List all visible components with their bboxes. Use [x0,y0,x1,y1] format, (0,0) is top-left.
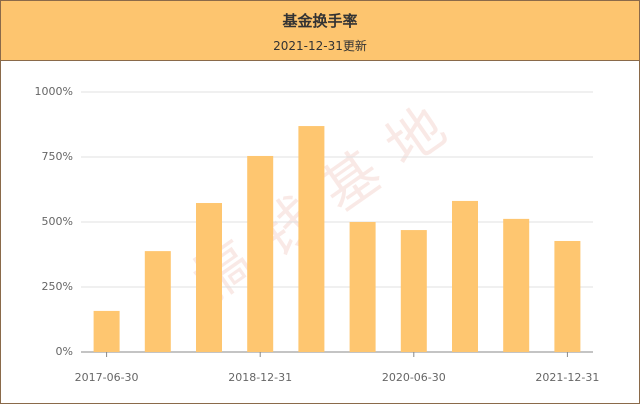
y-tick-label: 500% [42,215,73,228]
bar [349,222,376,352]
x-tick-label: 2017-06-30 [75,371,139,384]
bar [400,230,427,352]
y-tick-label: 750% [42,150,73,163]
bar [196,203,222,352]
y-tick-label: 1000% [35,85,73,98]
header: 基金换手率 2021-12-31更新 [1,1,639,61]
bar [554,240,581,352]
x-tick-label: 2018-12-31 [228,371,292,384]
y-tick-label: 0% [56,345,73,358]
bar [452,200,478,352]
bar [144,251,171,352]
y-tick-label: 250% [42,280,73,293]
bar [298,126,325,352]
bar [247,155,274,352]
x-tick-label: 2021-12-31 [535,371,599,384]
chart: 搞钱基地 0% 250% 500% 750% 1000% 2017-06-30 2018-1… [35,82,600,384]
x-tick-label: 2020-06-30 [382,371,446,384]
chart-subtitle: 2021-12-31更新 [273,39,367,53]
bar [93,310,120,352]
bar [503,218,530,352]
chart-title: 基金换手率 [282,12,358,30]
watermark: 搞钱基地 [183,82,476,314]
